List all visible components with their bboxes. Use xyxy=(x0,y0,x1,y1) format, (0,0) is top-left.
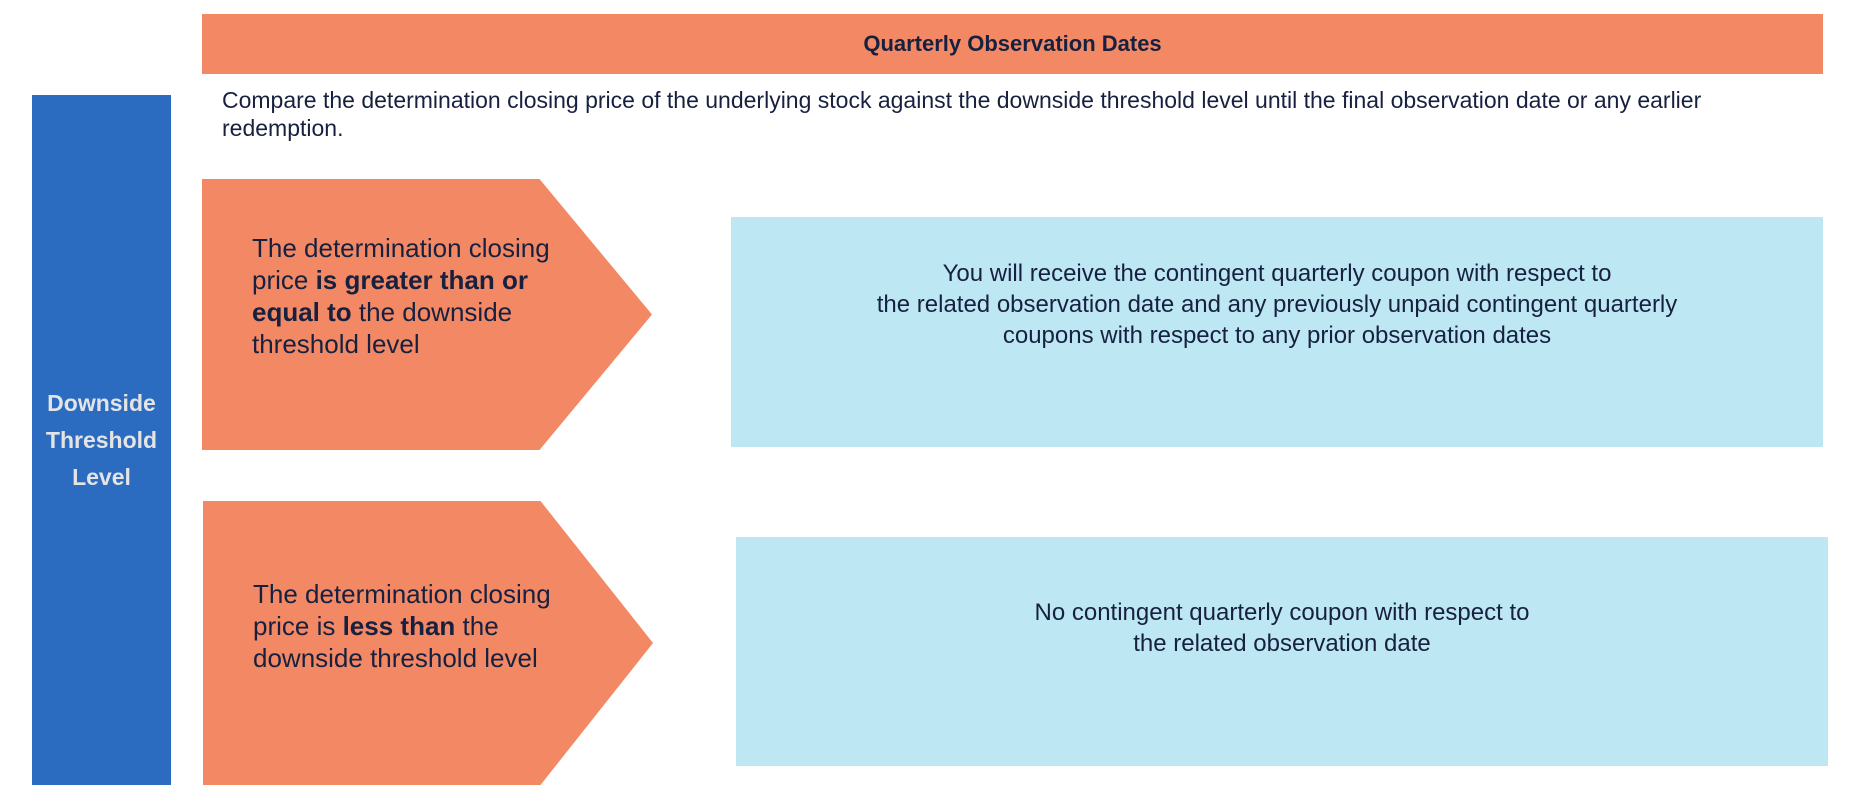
outcome-line: You will receive the contingent quarterl… xyxy=(942,260,1612,287)
outcome-box-coupon: You will receive the contingent quarterl… xyxy=(731,217,1823,447)
sidebar-label-line: Downside xyxy=(47,389,156,416)
condition-text-part: The determination closing price is xyxy=(253,579,551,641)
outcome-line: the related observation date xyxy=(1133,630,1431,657)
outcome-line: No contingent quarterly coupon with resp… xyxy=(1034,599,1530,626)
condition-text-bold: less than xyxy=(342,611,456,641)
condition-text-part: the downside threshold level xyxy=(252,297,513,359)
condition-text: The determination closing price is great… xyxy=(252,232,582,360)
intro-text: Compare the determination closing price … xyxy=(222,87,1702,141)
downside-threshold-bar: Downside Threshold Level xyxy=(32,95,171,785)
header-title: Quarterly Observation Dates xyxy=(863,31,1162,56)
condition-arrow-above: The determination closing price is great… xyxy=(202,179,652,450)
condition-text-bold: is greater than or equal to xyxy=(252,265,528,327)
condition-text-part: The determination closing price xyxy=(252,233,550,295)
condition-text: The determination closing price is less … xyxy=(253,578,583,674)
condition-arrow-below: The determination closing price is less … xyxy=(203,501,653,785)
outcome-line: coupons with respect to any prior observ… xyxy=(1002,322,1552,349)
outcome-line: the related observation date and any pre… xyxy=(876,291,1678,318)
sidebar-label-line: Threshold xyxy=(45,426,158,453)
condition-text-part: the downside threshold level xyxy=(253,611,538,673)
sidebar-label-line: Level xyxy=(72,463,131,490)
outcome-box-no-coupon: No contingent quarterly coupon with resp… xyxy=(736,537,1828,766)
header-banner: Quarterly Observation Dates xyxy=(202,14,1823,74)
